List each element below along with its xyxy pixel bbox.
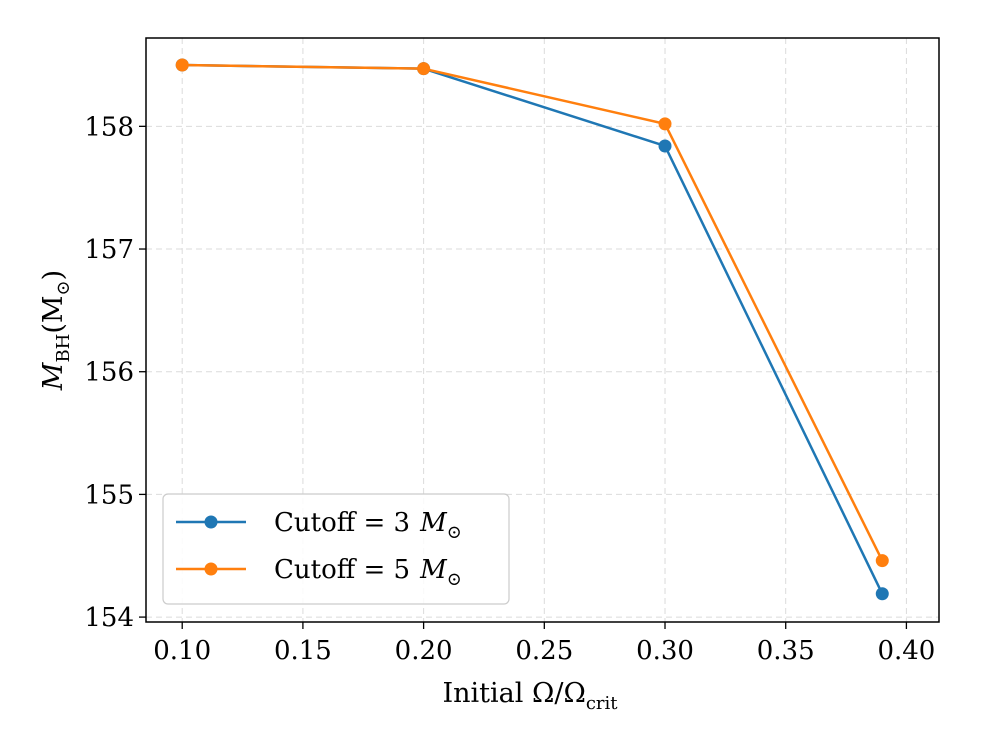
legend-label-cutoff-3-text: Cutoff = 3 bbox=[274, 508, 410, 538]
legend-swatch-marker-cutoff-5 bbox=[204, 562, 218, 576]
legend-label-cutoff-3-symbol: M bbox=[419, 508, 448, 538]
y-tick-label: 158 bbox=[84, 112, 134, 142]
y-axis-label-symbol: M bbox=[38, 361, 69, 391]
data-point-cutoff-5 bbox=[417, 62, 431, 76]
series-layer bbox=[175, 58, 889, 601]
legend-label-cutoff-3: Cutoff = 3 M⊙ bbox=[274, 508, 462, 543]
x-tick-label: 0.35 bbox=[757, 636, 815, 666]
legend-swatch-marker-cutoff-3 bbox=[204, 515, 218, 529]
y-tick-label: 154 bbox=[84, 603, 134, 633]
data-point-cutoff-5 bbox=[875, 554, 889, 568]
y-tick-label: 155 bbox=[84, 480, 134, 510]
legend-label-cutoff-3-subscript: ⊙ bbox=[447, 522, 462, 543]
legend-entry-cutoff-5: Cutoff = 5 M⊙ bbox=[176, 555, 462, 590]
y-axis-label-unit-close: ) bbox=[38, 270, 69, 281]
x-axis-label-subscript: crit bbox=[586, 693, 618, 714]
x-tick-label: 0.30 bbox=[636, 636, 694, 666]
legend-label-cutoff-5-symbol: M bbox=[419, 555, 448, 585]
plot-frame bbox=[145, 37, 940, 623]
x-axis-label: Initial Ω/Ωcrit bbox=[442, 678, 618, 714]
x-tick-label: 0.25 bbox=[515, 636, 573, 666]
legend-label-cutoff-5: Cutoff = 5 M⊙ bbox=[274, 555, 462, 590]
legend-entry-cutoff-3: Cutoff = 3 M⊙ bbox=[176, 508, 462, 543]
x-tick-label: 0.20 bbox=[395, 636, 453, 666]
legend-label-cutoff-5-text: Cutoff = 5 bbox=[274, 555, 410, 585]
y-axis-label: MBH(M⊙) bbox=[38, 270, 74, 391]
data-point-cutoff-3 bbox=[658, 139, 672, 153]
data-point-cutoff-5 bbox=[175, 58, 189, 72]
series-line-cutoff-5 bbox=[182, 63, 884, 562]
y-axis-label-subscript: BH bbox=[53, 334, 74, 363]
x-tick-label: 0.15 bbox=[274, 636, 332, 666]
x-tick-label: 0.40 bbox=[877, 636, 935, 666]
data-point-cutoff-3 bbox=[875, 587, 889, 601]
y-tick-label: 156 bbox=[84, 358, 134, 388]
legend: Cutoff = 3 M⊙ Cutoff = 5 M⊙ bbox=[162, 493, 510, 605]
y-axis-label-unit-subscript: ⊙ bbox=[53, 280, 74, 295]
x-axis-label-main: Initial Ω/Ω bbox=[442, 678, 585, 709]
axis-ticks: 0.10 0.15 0.20 0.25 0.30 0.35 0.40 154 155 156 157… bbox=[84, 112, 935, 666]
x-tick-label: 0.10 bbox=[153, 636, 211, 666]
legend-box bbox=[162, 493, 510, 605]
legend-label-cutoff-5-subscript: ⊙ bbox=[447, 569, 462, 590]
data-point-cutoff-5 bbox=[658, 117, 672, 131]
y-tick-label: 157 bbox=[84, 235, 134, 265]
y-axis-label-unit: (M bbox=[38, 295, 69, 333]
